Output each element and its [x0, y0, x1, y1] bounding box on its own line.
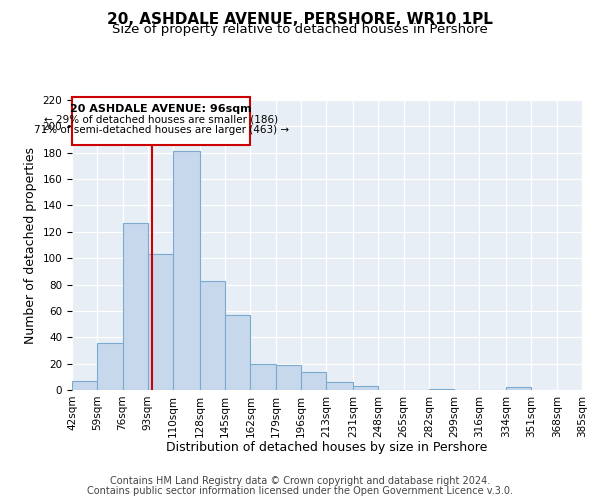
Text: Contains HM Land Registry data © Crown copyright and database right 2024.: Contains HM Land Registry data © Crown c… [110, 476, 490, 486]
Bar [122, 222, 148, 390]
Text: 20, ASHDALE AVENUE, PERSHORE, WR10 1PL: 20, ASHDALE AVENUE, PERSHORE, WR10 1PL [107, 12, 493, 28]
Text: Size of property relative to detached houses in Pershore: Size of property relative to detached ho… [112, 22, 488, 36]
Y-axis label: Number of detached properties: Number of detached properties [24, 146, 37, 344]
Text: Distribution of detached houses by size in Pershore: Distribution of detached houses by size … [166, 441, 488, 454]
Bar [276, 365, 301, 390]
Bar [225, 315, 250, 390]
Bar [72, 381, 97, 390]
Text: 20 ASHDALE AVENUE: 96sqm: 20 ASHDALE AVENUE: 96sqm [70, 104, 252, 114]
Bar [429, 388, 454, 390]
FancyBboxPatch shape [72, 98, 250, 145]
Text: ← 29% of detached houses are smaller (186): ← 29% of detached houses are smaller (18… [44, 114, 278, 124]
Bar [301, 372, 326, 390]
Bar [97, 342, 122, 390]
Text: 71% of semi-detached houses are larger (463) →: 71% of semi-detached houses are larger (… [34, 125, 289, 135]
Bar [250, 364, 276, 390]
Bar [506, 388, 532, 390]
Bar [148, 254, 173, 390]
Bar [326, 382, 353, 390]
Bar [353, 386, 378, 390]
Bar [173, 152, 200, 390]
Text: Contains public sector information licensed under the Open Government Licence v.: Contains public sector information licen… [87, 486, 513, 496]
Bar [200, 280, 225, 390]
